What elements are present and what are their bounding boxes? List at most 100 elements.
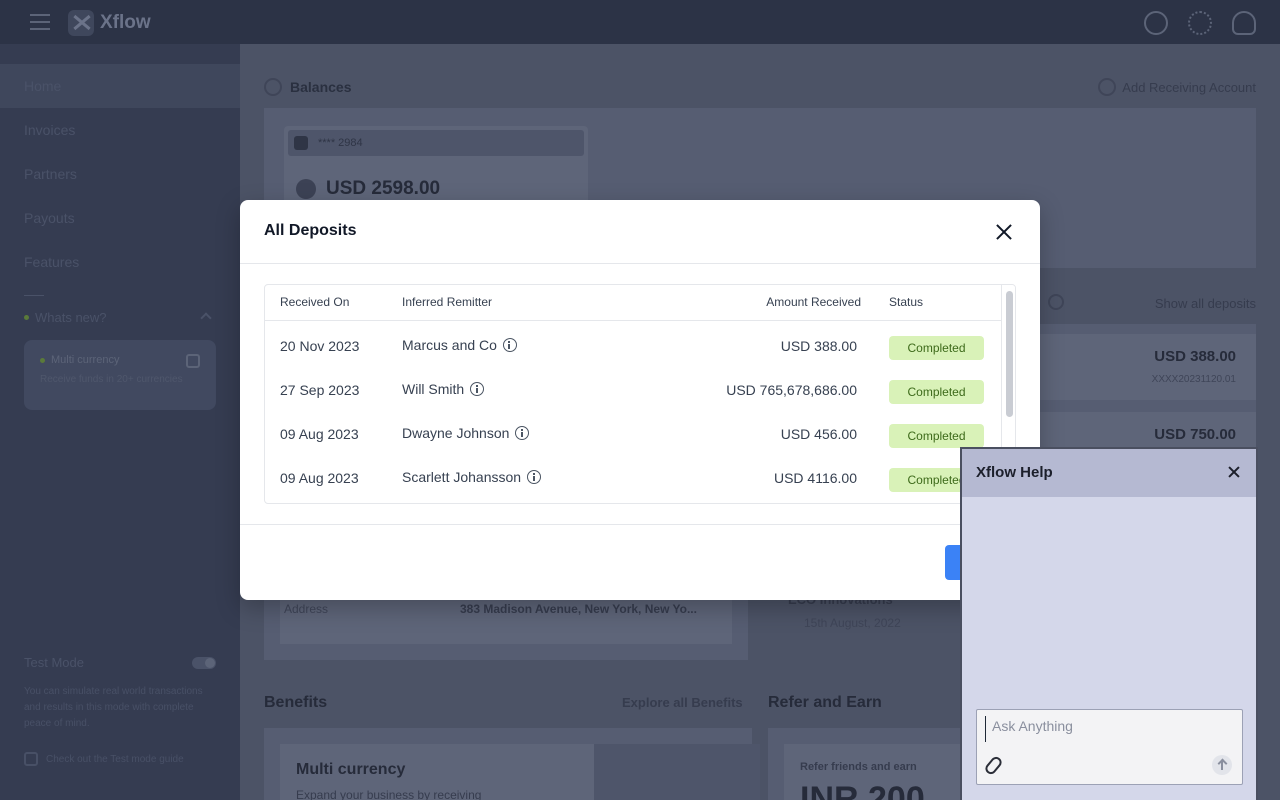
sidebar: Home Invoices Partners Payouts Features … xyxy=(0,44,240,800)
show-all-deposits-link[interactable]: Show all deposits xyxy=(1154,296,1256,311)
row-amount: USD 765,678,686.00 xyxy=(726,382,857,398)
row-date: 20 Nov 2023 xyxy=(280,338,360,354)
card-title: Multi currency xyxy=(51,354,120,366)
table-row[interactable]: 20 Nov 2023 Marcus and Co USD 388.00 Com… xyxy=(265,324,1001,368)
info-icon[interactable] xyxy=(502,338,517,352)
all-deposits-modal: All Deposits Received On Inferred Remitt… xyxy=(240,200,1040,600)
whats-new-card[interactable]: Multi currency Receive funds in 20+ curr… xyxy=(24,340,216,410)
remitter-name: Dwayne Johnson xyxy=(402,425,510,441)
help-icon[interactable] xyxy=(1144,11,1168,35)
info-icon xyxy=(1048,294,1064,310)
sidebar-item-features[interactable]: Features xyxy=(24,254,80,270)
settings-icon[interactable] xyxy=(1188,11,1212,35)
deposit-card[interactable]: USD 388.00 XXXX20231120.01 xyxy=(1012,334,1256,400)
test-mode-desc: You can simulate real world transactions… xyxy=(24,686,203,729)
address-label: Address xyxy=(284,602,329,616)
external-link-icon xyxy=(186,354,200,368)
test-mode-guide-link[interactable]: Check out the Test mode guide xyxy=(24,752,184,766)
whats-new-label: Whats new? xyxy=(35,310,107,325)
remitter-name: Marcus and Co xyxy=(402,337,497,353)
menu-icon[interactable] xyxy=(30,14,50,30)
column-status: Status xyxy=(889,295,924,309)
status-badge: Completed xyxy=(889,380,984,404)
top-bar: Xflow xyxy=(0,0,1280,44)
whats-new-toggle[interactable]: Whats new? xyxy=(24,310,107,325)
deposits-table: Received On Inferred Remitter Amount Rec… xyxy=(264,284,1016,504)
account-mask: **** 2984 xyxy=(288,130,584,156)
deposit-amount: USD 750.00 xyxy=(1154,426,1236,443)
external-link-icon xyxy=(24,752,38,766)
test-guide-label: Check out the Test mode guide xyxy=(46,753,184,765)
table-row[interactable]: 09 Aug 2023 Scarlett Johansson USD 4116.… xyxy=(265,456,1001,500)
modal-title: All Deposits xyxy=(264,222,357,239)
sidebar-item-home[interactable]: Home xyxy=(0,64,240,108)
balances-title: Balances xyxy=(290,79,352,95)
refer-card-label: Refer friends and earn xyxy=(800,761,917,773)
row-amount: USD 388.00 xyxy=(780,338,857,354)
close-icon[interactable] xyxy=(1226,464,1242,480)
benefit-card-title: Multi currency xyxy=(296,761,406,778)
add-receiving-account-link[interactable]: Add Receiving Account xyxy=(1098,78,1256,96)
sidebar-item-partners[interactable]: Partners xyxy=(24,166,77,182)
sidebar-divider xyxy=(24,295,44,296)
row-remitter: Marcus and Co xyxy=(402,337,517,353)
column-inferred-remitter: Inferred Remitter xyxy=(402,295,493,309)
attachment-icon[interactable] xyxy=(985,756,999,774)
column-received-on: Received On xyxy=(280,295,350,309)
help-title: Xflow Help xyxy=(976,464,1053,481)
remitter-name: Scarlett Johansson xyxy=(402,469,522,485)
benefit-card[interactable] xyxy=(264,728,760,800)
chevron-up-icon[interactable] xyxy=(200,312,212,324)
benefit-image xyxy=(594,744,760,800)
info-icon[interactable] xyxy=(527,470,542,484)
table-header: Received On Inferred Remitter Amount Rec… xyxy=(265,285,1001,321)
partner-date: 15th August, 2022 xyxy=(804,616,901,630)
row-remitter: Will Smith xyxy=(402,381,485,397)
card-desc: Receive funds in 20+ currencies xyxy=(40,374,183,385)
user-icon[interactable] xyxy=(1232,11,1256,35)
status-badge: Completed xyxy=(889,336,984,360)
explore-benefits-link[interactable]: Explore all Benefits xyxy=(622,695,743,710)
deposit-ref: XXXX20231120.01 xyxy=(1151,374,1236,385)
deposit-amount: USD 388.00 xyxy=(1154,348,1236,365)
table-row[interactable]: 27 Sep 2023 Will Smith USD 765,678,686.0… xyxy=(265,368,1001,412)
app-name: Xflow xyxy=(100,12,151,33)
row-amount: USD 4116.00 xyxy=(773,470,857,486)
scrollbar-thumb[interactable] xyxy=(1006,291,1013,417)
row-date: 09 Aug 2023 xyxy=(280,470,359,486)
row-remitter: Scarlett Johansson xyxy=(402,469,542,485)
refer-card-amount: INR 200 xyxy=(800,780,925,800)
balances-heading: Balances xyxy=(264,78,351,96)
table-row[interactable]: 09 Aug 2023 Dwayne Johnson USD 456.00 Co… xyxy=(265,412,1001,456)
benefits-title: Benefits xyxy=(264,694,328,711)
logo-icon xyxy=(68,10,94,36)
refer-title: Refer and Earn xyxy=(768,694,882,711)
sidebar-item-payouts[interactable]: Payouts xyxy=(24,210,75,226)
add-account-label: Add Receiving Account xyxy=(1122,79,1256,95)
plus-icon xyxy=(1098,78,1117,96)
test-mode-label: Test Mode xyxy=(24,655,84,670)
balance-icon xyxy=(264,78,282,96)
test-mode-toggle[interactable] xyxy=(192,657,216,669)
close-icon[interactable] xyxy=(992,220,1016,244)
info-icon[interactable] xyxy=(470,382,485,396)
help-input-box xyxy=(976,709,1243,785)
help-header: Xflow Help xyxy=(962,449,1256,497)
new-dot-icon xyxy=(40,357,45,363)
remitter-name: Will Smith xyxy=(402,381,465,397)
row-date: 09 Aug 2023 xyxy=(280,426,359,442)
modal-footer xyxy=(240,524,1040,600)
new-dot-icon xyxy=(24,315,29,320)
row-amount: USD 456.00 xyxy=(780,426,857,442)
help-widget: Xflow Help xyxy=(960,447,1258,800)
info-icon[interactable] xyxy=(515,426,530,440)
row-remitter: Dwayne Johnson xyxy=(402,425,530,441)
app-logo[interactable]: Xflow xyxy=(68,10,151,36)
modal-header: All Deposits xyxy=(240,200,1040,264)
address-value: 383 Madison Avenue, New York, New Yo... xyxy=(460,602,697,616)
ask-input[interactable] xyxy=(985,716,1235,742)
column-amount-received: Amount Received xyxy=(766,295,861,309)
sidebar-item-invoices[interactable]: Invoices xyxy=(24,122,76,138)
benefit-card-sub: Expand your business by receiving xyxy=(296,788,482,800)
send-button[interactable] xyxy=(1212,755,1232,775)
